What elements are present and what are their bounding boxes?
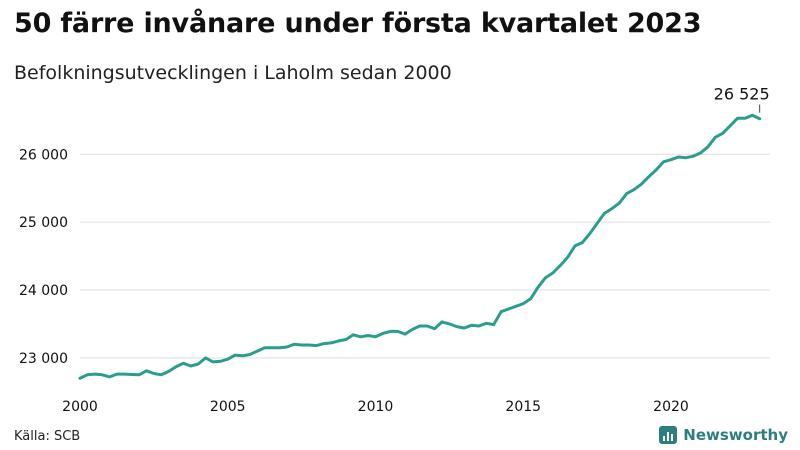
x-tick-label: 2015: [505, 399, 541, 415]
chart-title: 50 färre invånare under första kvartalet…: [14, 8, 702, 39]
y-tick-label: 25 000: [19, 215, 68, 231]
x-tick-label: 2010: [358, 399, 394, 415]
series-line: [78, 113, 762, 380]
x-tick-label: 2020: [653, 399, 689, 415]
source-note: Källa: SCB: [14, 429, 81, 444]
y-tick-label: 23 000: [19, 351, 68, 367]
x-tick-label: 2005: [210, 399, 246, 415]
y-tick-label: 26 000: [19, 147, 68, 163]
brand-name: Newsworthy: [683, 426, 788, 444]
bar-chart-icon: [659, 426, 678, 444]
x-tick-label: 2000: [62, 399, 98, 415]
brand-logo[interactable]: Newsworthy: [659, 426, 788, 444]
chart-subtitle: Befolkningsutvecklingen i Laholm sedan 2…: [14, 62, 452, 84]
end-value-label: 26 525: [714, 85, 770, 104]
y-tick-label: 24 000: [19, 283, 68, 299]
